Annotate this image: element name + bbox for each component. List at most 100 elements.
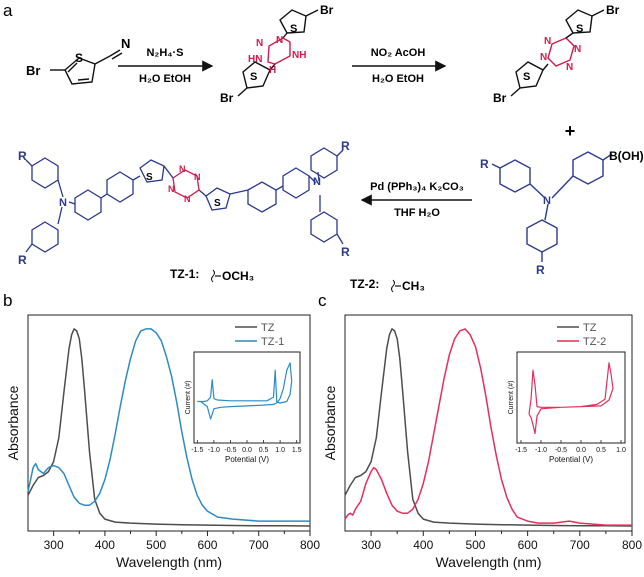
x-tick-label: 700 — [249, 538, 269, 552]
int-n-1: N — [256, 38, 263, 49]
x-axis-label: Wavelength (nm) — [116, 554, 222, 570]
step2-reagents: NO₂ AcOH — [371, 47, 426, 59]
series-line-tz-2 — [344, 328, 632, 526]
x-tick-label: 600 — [518, 538, 538, 552]
inset-x-tick-label: -1.0 — [208, 447, 220, 454]
prod-s-2: S — [214, 198, 221, 209]
ba-r-top: R — [480, 157, 489, 171]
legend-label: TZ-1 — [261, 336, 284, 348]
ba-boronic-label: B(OH)₂ — [609, 149, 644, 163]
inset-x-tick-label: 0.5 — [596, 447, 606, 454]
prod-tz-n-4: N — [184, 194, 191, 204]
inset-frame — [516, 351, 626, 444]
inset-x-tick-label: -0.5 — [224, 447, 236, 454]
int-br-bottom: Br — [220, 91, 234, 105]
series-line-tz — [344, 328, 633, 527]
x-tick-label: 500 — [146, 538, 166, 552]
tz2-label: TZ-2: — [350, 277, 379, 291]
product-molecule: N N R R R R S S N N N N — [18, 139, 350, 267]
inset-x-tick-label: 1.0 — [275, 447, 285, 454]
plus-sign: + — [565, 121, 576, 141]
y-axis-label: Absorbance — [322, 385, 338, 460]
panel-label-b: b — [3, 291, 12, 310]
prod-r-3: R — [341, 139, 350, 153]
panel-label-a: a — [3, 1, 13, 20]
step1-reagents: N₂H₄·S — [146, 47, 183, 59]
tz-s-top: S — [576, 23, 583, 35]
legend-label: TZ — [583, 322, 597, 334]
tz-s-bottom: S — [523, 71, 530, 83]
inset-cv-curve — [528, 362, 614, 435]
x-tick-label: 600 — [197, 538, 217, 552]
step3-conditions: THF H₂O — [394, 207, 440, 219]
tz1-group: OCH₃ — [222, 269, 254, 283]
plot-frame — [27, 314, 311, 532]
prod-tz-n-2: N — [194, 172, 201, 182]
x-tick-label: 300 — [44, 538, 64, 552]
inset-x-tick-label: -1.0 — [535, 447, 547, 454]
tz2-wavy-bond — [391, 279, 395, 293]
int-br-top: Br — [320, 3, 334, 17]
inset-x-tick-label: -1.5 — [191, 447, 203, 454]
tz-n-2: N — [574, 44, 581, 55]
step3-reagents: Pd (PPh₃)₄ K₂CO₃ — [370, 181, 464, 193]
prod-n-right: N — [313, 176, 321, 188]
inset-x-tick-label: -0.5 — [555, 447, 567, 454]
inset-frame — [193, 351, 301, 444]
step1-conditions: H₂O EtOH — [139, 73, 191, 85]
int-s-bottom: S — [250, 71, 257, 83]
prod-n-left: N — [59, 197, 67, 209]
ba-n: N — [543, 195, 551, 207]
prod-r-4: R — [341, 245, 350, 259]
legend-label: TZ-2 — [583, 336, 606, 348]
intermediate-molecule: Br S N NH HN H N S Br — [220, 3, 334, 105]
tz-br-top: Br — [606, 3, 620, 17]
tz-n-1: N — [544, 36, 551, 47]
inset-y-axis-label: Current (#) — [508, 381, 515, 415]
x-tick-label: 800 — [622, 538, 642, 552]
prod-r-2: R — [18, 253, 27, 267]
prod-tz-n-1: N — [179, 164, 186, 174]
tz-n-4: N — [566, 62, 573, 73]
inset-x-tick-label: -1.5 — [515, 447, 527, 454]
boronic-acid-molecule: N R R B(OH)₂ — [480, 149, 644, 277]
tz1-wavy-bond — [211, 269, 215, 283]
int-h: H — [269, 65, 276, 76]
inset-x-tick-label: 0.0 — [576, 447, 586, 454]
ba-r-bottom: R — [536, 263, 545, 277]
chart-c: 300 400 500 600 700 800 Wavelength (nm) Absorba… — [322, 314, 642, 570]
int-hn: HN — [248, 54, 262, 65]
inset-x-axis-label: Potential (V) — [549, 455, 593, 464]
panel-label-c: c — [318, 291, 327, 310]
int-s-top: S — [290, 23, 297, 35]
x-tick-label: 500 — [465, 538, 485, 552]
prod-s-1: S — [146, 172, 153, 183]
tz-br-bottom: Br — [493, 91, 507, 105]
inset-cv-curve — [197, 362, 293, 420]
x-tick-label: 300 — [361, 538, 381, 552]
y-axis-label: Absorbance — [5, 385, 21, 460]
tetrazine-molecule: Br S N N N N S Br — [493, 3, 620, 105]
int-n-2: N — [276, 35, 283, 46]
series-line-tz-1 — [27, 328, 310, 522]
inset-y-axis-label: Current (#) — [185, 381, 192, 415]
legend-label: TZ — [261, 322, 275, 334]
prod-tz-n-3: N — [168, 184, 175, 194]
x-tick-label: 800 — [300, 538, 320, 552]
tz1-label: TZ-1: — [170, 267, 199, 281]
start-n: N — [121, 36, 130, 51]
int-nh: NH — [292, 50, 306, 61]
x-tick-label: 400 — [95, 538, 115, 552]
tz2-group: CH₃ — [402, 279, 425, 293]
start-material — [50, 49, 123, 85]
start-br: Br — [26, 63, 40, 78]
step2-conditions: H₂O EtOH — [372, 73, 424, 85]
prod-r-1: R — [18, 149, 27, 163]
x-tick-label: 400 — [413, 538, 433, 552]
start-s: S — [75, 51, 83, 65]
inset-x-tick-label: 0.5 — [259, 447, 269, 454]
x-axis-label: Wavelength (nm) — [435, 554, 541, 570]
inset-x-tick-label: 1.0 — [616, 447, 626, 454]
x-tick-label: 700 — [570, 538, 590, 552]
chart-b: 300 400 500 600 700 800 Wavelength (nm) Absorba… — [5, 314, 320, 570]
